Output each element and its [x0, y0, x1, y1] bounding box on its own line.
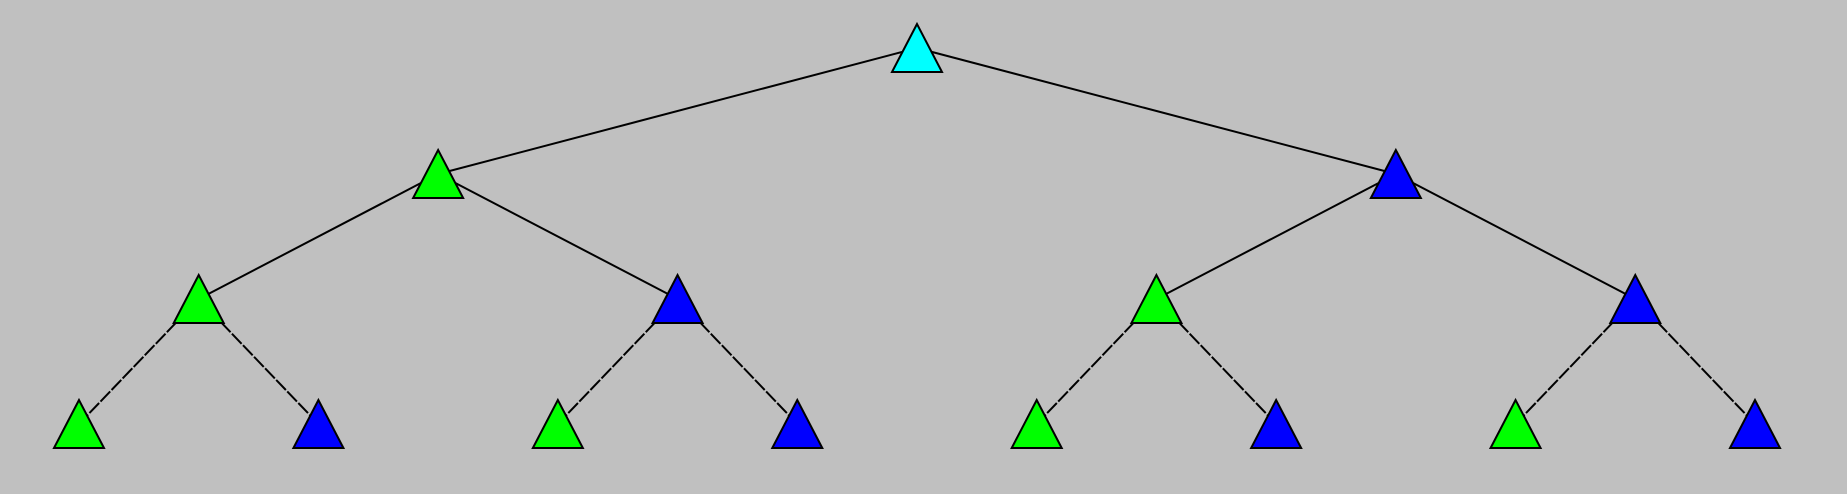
tree-node-triangle-icon — [1369, 147, 1423, 199]
tree-node-triangle-icon — [650, 272, 705, 324]
tree-node-triangle-icon — [291, 397, 346, 449]
edge-n2-n5 — [437, 173, 679, 300]
tree-node-triangle-icon — [890, 21, 944, 73]
edge-n1-n3 — [916, 47, 1397, 175]
tree-node-triangle-icon — [531, 397, 585, 449]
tree-node-triangle-icon — [1010, 397, 1064, 449]
tree-node-triangle-icon — [1608, 272, 1662, 324]
tree-node-triangle-icon — [1249, 397, 1303, 449]
tree-node-triangle-icon — [770, 397, 824, 449]
tree-node-triangle-icon — [52, 397, 106, 449]
tree-node-triangle-icon — [411, 147, 465, 199]
edge-n2-n4 — [198, 173, 439, 300]
edge-n1-n2 — [437, 47, 918, 175]
tree-edges — [78, 47, 1756, 425]
tree-node-triangle-icon — [172, 272, 226, 324]
tree-node-triangle-icon — [1728, 397, 1782, 449]
tree-nodes — [52, 21, 1782, 449]
tree-node-triangle-icon — [1488, 397, 1543, 449]
edge-n3-n6 — [1155, 173, 1397, 300]
edge-n3-n7 — [1395, 173, 1636, 300]
tree-node-triangle-icon — [1129, 272, 1184, 324]
